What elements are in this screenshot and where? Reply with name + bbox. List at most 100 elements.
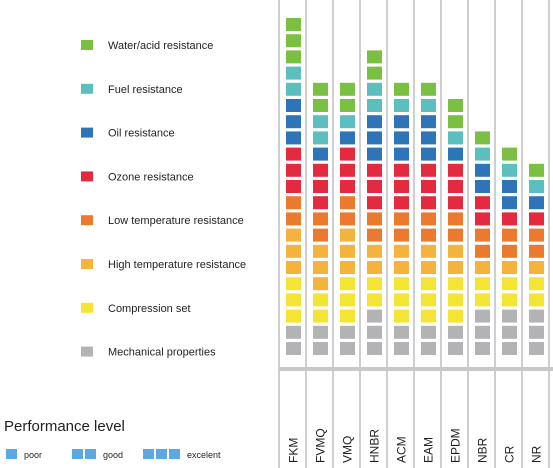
- block-nbr-mechanical-properties: [475, 342, 490, 355]
- block-cr-mechanical-properties: [502, 325, 517, 339]
- block-fkm-low-temperature-resistance: [286, 212, 301, 226]
- block-cr-mechanical-properties: [502, 342, 517, 355]
- block-acm-low-temperature-resistance: [394, 228, 409, 242]
- block-vmq-low-temperature-resistance: [340, 196, 355, 210]
- block-fvmq-low-temperature-resistance: [313, 212, 328, 226]
- block-nbr-mechanical-properties: [475, 309, 490, 323]
- block-fvmq-oil-resistance: [313, 147, 328, 161]
- block-fvmq-compression-set: [313, 309, 328, 323]
- block-acm-compression-set: [394, 293, 409, 307]
- block-eam-ozone-resistance: [421, 180, 436, 193]
- block-nbr-oil-resistance: [475, 163, 490, 177]
- block-nr-mechanical-properties: [529, 325, 544, 339]
- block-acm-ozone-resistance: [394, 163, 409, 177]
- block-hnbr-mechanical-properties: [367, 325, 382, 339]
- baseline-separator: [279, 367, 553, 371]
- block-eam-compression-set: [421, 277, 436, 291]
- block-acm-mechanical-properties: [394, 325, 409, 339]
- block-epdm-oil-resistance: [448, 147, 463, 161]
- block-vmq-ozone-resistance: [340, 180, 355, 193]
- column-eam: [421, 82, 436, 355]
- block-vmq-mechanical-properties: [340, 325, 355, 339]
- performance-level-poor: poor: [6, 449, 42, 460]
- block-acm-ozone-resistance: [394, 180, 409, 193]
- block-nbr-fuel-resistance: [475, 147, 490, 161]
- performance-level-label: poor: [24, 450, 42, 460]
- legend: Water/acid resistance Fuel resistance Oil …: [81, 40, 246, 359]
- block-fvmq-high-temperature-resistance: [313, 244, 328, 258]
- block-vmq-high-temperature-resistance: [340, 244, 355, 258]
- block-vmq-fuel-resistance: [340, 115, 355, 129]
- legend-item-high-temperature-resistance: High temperature resistance: [81, 259, 246, 271]
- block-fvmq-mechanical-properties: [313, 325, 328, 339]
- column-cr: [502, 147, 517, 355]
- block-fvmq-high-temperature-resistance: [313, 261, 328, 274]
- block-hnbr-mechanical-properties: [367, 342, 382, 355]
- block-acm-mechanical-properties: [394, 342, 409, 355]
- block-acm-fuel-resistance: [394, 99, 409, 112]
- legend-swatch: [81, 127, 93, 138]
- block-epdm-low-temperature-resistance: [448, 228, 463, 242]
- block-fkm-high-temperature-resistance: [286, 261, 301, 274]
- block-epdm-compression-set: [448, 309, 463, 323]
- block-hnbr-fuel-resistance: [367, 99, 382, 112]
- block-eam-mechanical-properties: [421, 342, 436, 355]
- block-acm-water-acid-resistance: [394, 82, 409, 96]
- block-nbr-compression-set: [475, 277, 490, 291]
- legend-swatch: [81, 171, 93, 182]
- category-label-acm: ACM: [395, 436, 409, 463]
- block-vmq-water-acid-resistance: [340, 82, 355, 96]
- block-epdm-compression-set: [448, 293, 463, 307]
- block-vmq-compression-set: [340, 309, 355, 323]
- block-nr-high-temperature-resistance: [529, 261, 544, 274]
- legend-label: Water/acid resistance: [108, 40, 213, 52]
- column-nbr: [475, 131, 490, 355]
- block-nbr-compression-set: [475, 293, 490, 307]
- legend-swatch: [81, 40, 93, 50]
- block-cr-fuel-resistance: [502, 163, 517, 177]
- block-nbr-high-temperature-resistance: [475, 261, 490, 274]
- block-hnbr-fuel-resistance: [367, 82, 382, 96]
- legend-label: High temperature resistance: [108, 259, 246, 271]
- block-nbr-low-temperature-resistance: [475, 228, 490, 242]
- block-nr-compression-set: [529, 293, 544, 307]
- block-eam-low-temperature-resistance: [421, 228, 436, 242]
- block-hnbr-ozone-resistance: [367, 180, 382, 193]
- legend-item-water-acid-resistance: Water/acid resistance: [81, 40, 213, 52]
- block-fkm-oil-resistance: [286, 131, 301, 145]
- column-epdm: [448, 99, 463, 355]
- block-vmq-ozone-resistance: [340, 163, 355, 177]
- block-epdm-water-acid-resistance: [448, 115, 463, 129]
- block-cr-low-temperature-resistance: [502, 228, 517, 242]
- block-nr-water-acid-resistance: [529, 163, 544, 177]
- performance-level-label: excelent: [187, 450, 221, 460]
- block-fkm-ozone-resistance: [286, 147, 301, 161]
- block-hnbr-ozone-resistance: [367, 196, 382, 210]
- block-cr-water-acid-resistance: [502, 147, 517, 161]
- performance-block: [143, 449, 154, 459]
- column-hnbr: [367, 50, 382, 355]
- legend-item-mechanical-properties: Mechanical properties: [81, 346, 216, 359]
- block-hnbr-ozone-resistance: [367, 163, 382, 177]
- legend-swatch: [81, 215, 93, 226]
- block-hnbr-compression-set: [367, 293, 382, 307]
- block-fvmq-ozone-resistance: [313, 180, 328, 193]
- block-hnbr-oil-resistance: [367, 115, 382, 129]
- category-label-nbr: NBR: [476, 437, 490, 463]
- bars: [286, 18, 544, 355]
- block-fvmq-compression-set: [313, 293, 328, 307]
- block-epdm-low-temperature-resistance: [448, 212, 463, 226]
- block-cr-compression-set: [502, 293, 517, 307]
- block-nr-low-temperature-resistance: [529, 244, 544, 258]
- block-epdm-mechanical-properties: [448, 342, 463, 355]
- legend-label: Fuel resistance: [108, 84, 183, 96]
- block-eam-fuel-resistance: [421, 99, 436, 112]
- column-fkm: [286, 18, 301, 355]
- block-acm-compression-set: [394, 277, 409, 291]
- block-hnbr-low-temperature-resistance: [367, 212, 382, 226]
- performance-block: [169, 449, 180, 459]
- block-vmq-high-temperature-resistance: [340, 261, 355, 274]
- block-fkm-oil-resistance: [286, 99, 301, 112]
- block-fvmq-water-acid-resistance: [313, 99, 328, 112]
- block-eam-ozone-resistance: [421, 196, 436, 210]
